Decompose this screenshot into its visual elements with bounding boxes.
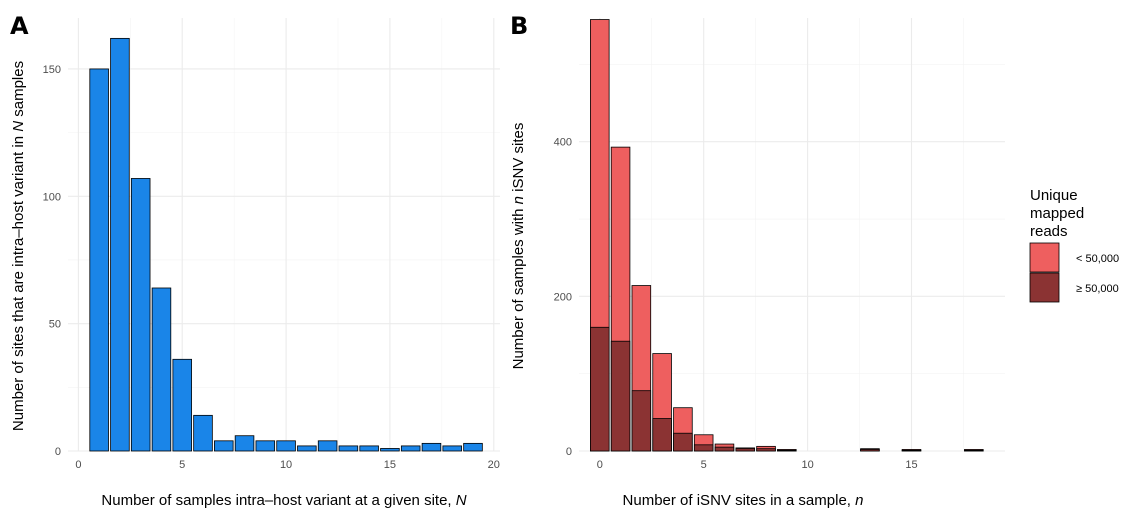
panel-a-bar	[89, 68, 109, 452]
panel-a-bar	[172, 358, 192, 452]
panel-b-y-tick-label: 0	[566, 446, 572, 458]
panel-a-letter: A	[10, 12, 29, 40]
panel-a-bar	[193, 414, 213, 452]
panel-a-bar	[214, 440, 234, 452]
panel-a-y-axis-title-text: Number of sites that are intra–host vari…	[10, 132, 27, 431]
panel-a-bar	[110, 37, 130, 452]
panel-a-bar	[297, 445, 317, 452]
panel-a-x-tick-label: 15	[384, 459, 396, 471]
panel-a-x-tick-label: 10	[280, 459, 292, 471]
panel-a-bar	[234, 435, 255, 452]
panel-a-bar	[317, 440, 338, 452]
legend-title-line-2: mapped	[1030, 205, 1084, 222]
panel-b-y-tick-label: 200	[554, 291, 572, 303]
panel-b-bar-series-1	[901, 449, 922, 452]
panel-b-bar-series-1	[693, 444, 714, 452]
panel-a-y-tick-label: 100	[43, 191, 61, 203]
panel-a-x-tick-label: 5	[179, 459, 185, 471]
panel-a-x-axis-title-var: N	[456, 492, 467, 508]
panel-b-bar-series-1	[735, 448, 755, 452]
panel-b-letter: B	[510, 12, 528, 40]
panel-b-y-axis-title-suffix: iSNV sites	[510, 123, 527, 196]
panel-b-x-axis-title-var: n	[855, 492, 863, 508]
panel-a-x-tick-label: 20	[488, 459, 500, 471]
panel-a-bar	[359, 445, 379, 452]
panel-b-bar-series-1	[714, 446, 735, 452]
panel-b-y-tick-label: 400	[554, 137, 572, 149]
panel-a-y-tick-label: 150	[43, 64, 61, 76]
panel-b-legend: Unique mapped reads < 50,000 ≥ 50,000	[1029, 187, 1119, 303]
panel-a-bar	[421, 442, 442, 452]
panel-a-y-tick-label: 0	[55, 446, 61, 458]
panel-b-bar-series-1	[964, 449, 984, 452]
panel-a-y-tick-label: 50	[49, 319, 61, 331]
panel-b-bar-series-1	[610, 340, 631, 452]
panel-a-y-axis-title-var: N	[10, 121, 27, 132]
panel-b-y-axis-title: Number of samples with n iSNV sites	[510, 123, 527, 370]
legend-key-high-reads	[1029, 272, 1060, 303]
panel-b-bar-series-1	[631, 390, 652, 452]
panel-a-bar	[400, 445, 421, 452]
panel-a-plot: 0 5 10 15 20 0 50 100 150	[43, 18, 500, 471]
panel-b-bar-series-1	[756, 448, 776, 452]
panel-a-bar	[255, 440, 276, 452]
panel-a-x-axis-title: Number of samples intra–host variant at …	[101, 492, 466, 508]
legend-key-low-reads	[1029, 242, 1060, 273]
panel-b-bar-series-1	[590, 326, 610, 452]
panel-a-bar	[442, 445, 462, 452]
panel-a-x-tick-label: 0	[75, 459, 81, 471]
panel-b-x-tick-label: 15	[905, 459, 917, 471]
legend-title-line-1: Unique	[1030, 187, 1078, 204]
panel-a-x-axis-title-text: Number of samples intra–host variant at …	[101, 492, 455, 508]
panel-a-y-axis-title-suffix: samples	[10, 61, 27, 121]
panel-a-bar	[276, 440, 296, 452]
panel-b-bar-series-1	[860, 449, 880, 452]
panel-b-bar-series-1	[673, 432, 693, 452]
panel-a-bar	[338, 445, 359, 452]
legend-label-high-reads: ≥ 50,000	[1076, 283, 1119, 295]
panel-b-x-axis-title-text: Number of iSNV sites in a sample,	[623, 492, 856, 508]
panel-b-plot: 0 5 10 15 0 200 400	[554, 18, 1005, 471]
panel-b-bar-series-1	[777, 449, 797, 452]
panel-a-bar	[380, 448, 400, 452]
legend-title-line-3: reads	[1030, 223, 1068, 240]
panel-a-y-axis-title: Number of sites that are intra–host vari…	[10, 61, 27, 431]
panel-a-bar	[130, 178, 151, 452]
panel-b-x-tick-label: 10	[801, 459, 813, 471]
panel-a-bar	[151, 287, 172, 452]
panel-b-bar-series-1	[652, 418, 672, 452]
panel-b-y-axis-title-text: Number of samples with	[510, 204, 527, 369]
panel-b-x-tick-label: 0	[597, 459, 603, 471]
legend-label-low-reads: < 50,000	[1076, 253, 1119, 265]
panel-a-bar	[463, 442, 483, 452]
panel-b-x-axis-title: Number of iSNV sites in a sample, n	[623, 492, 864, 508]
panel-b-x-tick-label: 5	[701, 459, 707, 471]
panel-b-y-axis-title-var: n	[510, 196, 527, 204]
